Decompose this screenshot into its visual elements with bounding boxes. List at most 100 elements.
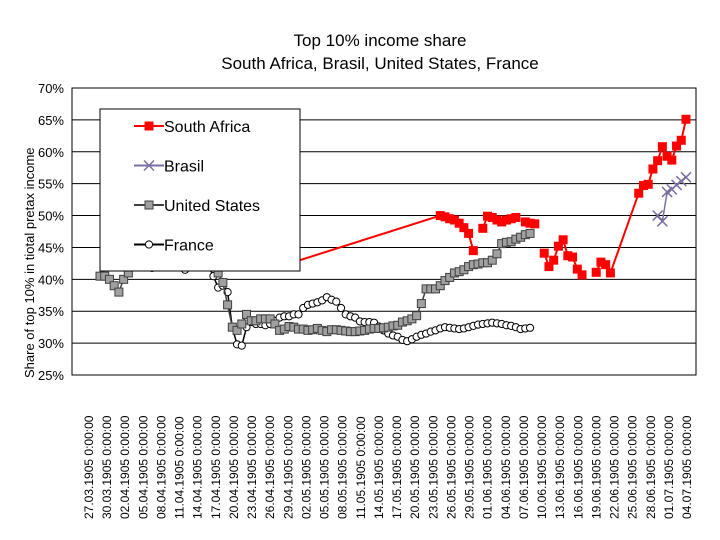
- x-tick-label: 20.04.1905 0:00:00: [227, 415, 241, 519]
- data-point: [656, 215, 668, 227]
- x-tick-label: 16.06.1905 0:00:00: [571, 415, 585, 519]
- legend-item-united-states: United States: [134, 198, 260, 215]
- y-tick-labels: 70% 65% 60% 55% 50% 45% 40% 35% 30% 25%: [38, 81, 64, 383]
- x-tick-label: 26.05.1905 0:00:00: [444, 415, 458, 519]
- data-point: [634, 188, 644, 198]
- data-point: [332, 297, 341, 306]
- x-tick-label: 20.05.1905 0:00:00: [408, 415, 422, 519]
- x-tick-label: 08.05.1905 0:00:00: [336, 415, 350, 519]
- data-point: [336, 303, 346, 313]
- data-point: [511, 212, 521, 222]
- data-point: [468, 246, 478, 256]
- x-tick-label: 27.03.1905 0:00:00: [82, 415, 96, 519]
- data-point: [412, 311, 422, 321]
- data-point: [525, 228, 535, 238]
- data-point: [530, 219, 540, 229]
- legend: South Africa Brasil United States France: [99, 108, 301, 272]
- y-tick-label: 50%: [38, 209, 64, 224]
- chart-subtitle: South Africa, Brasil, United States, Fra…: [221, 54, 538, 73]
- data-point: [459, 223, 469, 233]
- x-tick-label: 11.05.1905 0:00:00: [354, 416, 368, 519]
- x-tick-label: 28.06.1905 0:00:00: [644, 415, 658, 519]
- x-tick-label: 04.06.1905 0:00:00: [499, 415, 513, 519]
- data-point: [144, 200, 154, 210]
- x-tick-label: 02.04.1905 0:00:00: [118, 415, 132, 519]
- data-point: [676, 135, 686, 145]
- data-point: [672, 141, 682, 151]
- data-point: [464, 228, 474, 238]
- data-point: [265, 314, 275, 324]
- data-point: [553, 241, 563, 251]
- legend-label: South Africa: [164, 119, 250, 136]
- x-tick-label: 04.07.1905 0:00:00: [680, 415, 694, 519]
- legend-box: [99, 108, 301, 272]
- data-point: [104, 274, 114, 284]
- y-tick-label: 55%: [38, 177, 64, 192]
- x-tick-label: 30.03.1905 0:00:00: [100, 415, 114, 519]
- x-tick-label: 13.06.1905 0:00:00: [553, 415, 567, 519]
- y-tick-label: 70%: [38, 81, 64, 96]
- data-point: [681, 114, 691, 124]
- data-point: [544, 262, 554, 272]
- data-point: [601, 260, 611, 270]
- data-point: [657, 142, 667, 152]
- data-point: [653, 156, 663, 166]
- x-tick-label: 26.04.1905 0:00:00: [263, 415, 277, 519]
- data-point: [119, 274, 129, 284]
- data-point: [223, 300, 233, 310]
- x-tick-label: 25.06.1905 0:00:00: [626, 415, 640, 519]
- data-point-stroke: [680, 171, 692, 183]
- x-tick-label: 05.05.1905 0:00:00: [318, 415, 332, 519]
- x-tick-label: 05.04.1905 0:00:00: [136, 415, 150, 519]
- data-point: [558, 235, 568, 245]
- data-point: [143, 159, 155, 172]
- data-point: [539, 248, 549, 258]
- data-point: [232, 325, 242, 335]
- x-tick-label: 08.04.1905 0:00:00: [154, 415, 168, 519]
- data-point: [218, 278, 228, 288]
- y-tick-label: 35%: [38, 304, 64, 319]
- legend-item-south-africa: South Africa: [134, 119, 250, 136]
- data-point: [525, 323, 535, 332]
- data-point: [114, 287, 124, 297]
- data-point: [572, 264, 582, 274]
- data-point: [667, 155, 677, 165]
- y-tick-label: 30%: [38, 336, 64, 351]
- x-tick-labels: 27.03.1905 0:00:00 30.03.1905 0:00:00 02.0…: [82, 415, 694, 519]
- y-tick-label: 45%: [38, 240, 64, 255]
- y-tick-label: 60%: [38, 145, 64, 160]
- data-point: [605, 268, 615, 278]
- data-point: [237, 319, 247, 329]
- data-point: [294, 310, 303, 319]
- x-tick-label: 01.07.1905 0:00:00: [662, 415, 676, 519]
- data-point: [591, 267, 601, 277]
- data-point: [435, 281, 445, 291]
- data-point: [577, 270, 587, 280]
- data-point: [242, 309, 251, 319]
- x-tick-label: 19.06.1905 0:00:00: [589, 415, 603, 519]
- x-tick-label: 23.05.1905 0:00:00: [426, 415, 440, 519]
- data-point: [487, 255, 497, 265]
- x-tick-label: 17.05.1905 0:00:00: [390, 415, 404, 519]
- x-tick-label: 14.04.1905 0:00:00: [191, 415, 205, 519]
- x-tick-label: 10.06.1905 0:00:00: [535, 415, 549, 519]
- y-tick-label: 65%: [38, 113, 64, 128]
- x-tick-label: 23.04.1905 0:00:00: [245, 415, 259, 519]
- data-point: [416, 299, 426, 309]
- x-tick-label: 01.06.1905 0:00:00: [481, 415, 495, 519]
- data-point: [478, 223, 488, 233]
- legend-label: Brasil: [164, 159, 204, 176]
- x-tick-label: 29.04.1905 0:00:00: [281, 415, 295, 519]
- data-point-stroke: [143, 159, 155, 172]
- legend-label: United States: [164, 198, 260, 215]
- x-tick-label: 02.05.1905 0:00:00: [299, 415, 313, 519]
- y-axis-label: Share of top 10% in tiotal pretax income: [22, 147, 37, 378]
- x-tick-label: 22.06.1905 0:00:00: [608, 415, 622, 519]
- x-tick-label: 14.05.1905 0:00:00: [372, 415, 386, 519]
- x-tick-label: 07.06.1905 0:00:00: [517, 415, 531, 519]
- y-tick-label: 40%: [38, 272, 64, 287]
- data-point: [492, 249, 502, 259]
- data-point: [109, 281, 119, 291]
- data-point: [568, 252, 578, 262]
- x-tick-label: 29.05.1905 0:00:00: [463, 415, 477, 519]
